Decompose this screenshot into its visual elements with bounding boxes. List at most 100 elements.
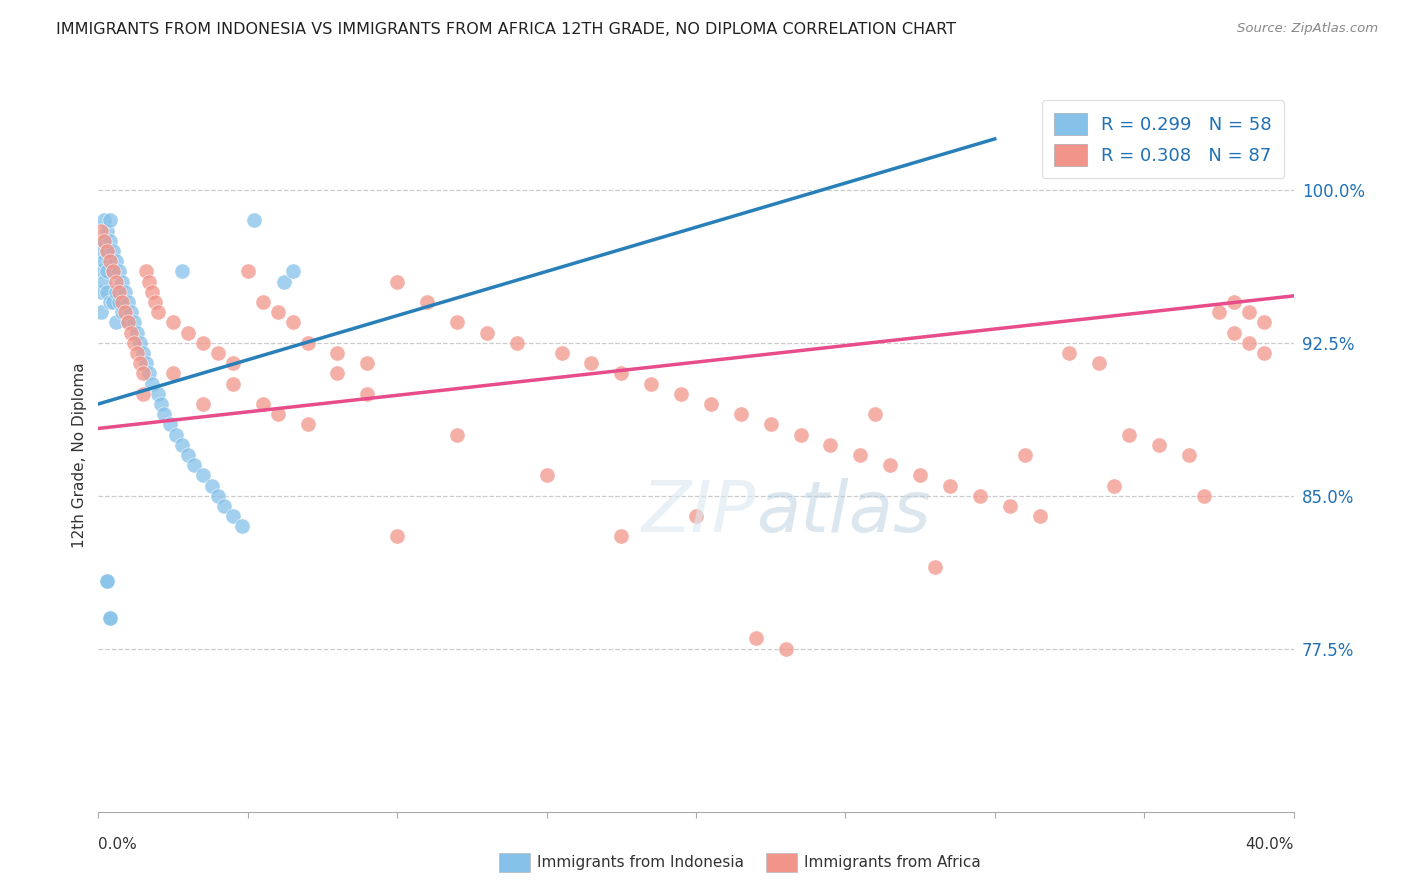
Point bbox=[96, 264, 118, 278]
Point bbox=[610, 367, 633, 381]
Point bbox=[100, 254, 122, 268]
Point bbox=[326, 367, 349, 381]
Point bbox=[506, 335, 529, 350]
Point bbox=[105, 315, 128, 329]
Point bbox=[108, 264, 131, 278]
Point bbox=[1028, 509, 1050, 524]
Point bbox=[111, 305, 134, 319]
Point bbox=[222, 376, 245, 391]
Point bbox=[132, 346, 155, 360]
Point bbox=[212, 499, 235, 513]
Point bbox=[231, 519, 253, 533]
Point bbox=[1118, 427, 1140, 442]
Point bbox=[148, 386, 170, 401]
Point bbox=[446, 427, 468, 442]
Point bbox=[90, 285, 112, 299]
Point bbox=[191, 397, 214, 411]
Point bbox=[177, 326, 200, 340]
Point bbox=[610, 529, 633, 543]
Legend: R = 0.299   N = 58, R = 0.308   N = 87: R = 0.299 N = 58, R = 0.308 N = 87 bbox=[1042, 100, 1285, 178]
Point bbox=[252, 295, 274, 310]
Point bbox=[191, 335, 214, 350]
Point bbox=[191, 468, 214, 483]
Text: 40.0%: 40.0% bbox=[1246, 837, 1294, 852]
Point bbox=[105, 285, 128, 299]
Point bbox=[267, 407, 290, 421]
Point bbox=[153, 407, 176, 421]
Point bbox=[385, 275, 409, 289]
Point bbox=[120, 305, 142, 319]
Point bbox=[730, 407, 752, 421]
Point bbox=[356, 386, 378, 401]
Text: Source: ZipAtlas.com: Source: ZipAtlas.com bbox=[1237, 22, 1378, 36]
Point bbox=[416, 295, 439, 310]
Point bbox=[908, 468, 931, 483]
Point bbox=[141, 376, 163, 391]
Text: atlas: atlas bbox=[756, 477, 931, 547]
Point bbox=[172, 264, 194, 278]
Point bbox=[93, 275, 115, 289]
Point bbox=[1088, 356, 1111, 370]
Point bbox=[96, 224, 118, 238]
Point bbox=[536, 468, 558, 483]
Point bbox=[1192, 489, 1215, 503]
Y-axis label: 12th Grade, No Diploma: 12th Grade, No Diploma bbox=[72, 362, 87, 548]
Point bbox=[103, 264, 125, 278]
Point bbox=[129, 335, 152, 350]
Point bbox=[162, 315, 184, 329]
Point bbox=[550, 346, 572, 360]
Point bbox=[222, 356, 245, 370]
Point bbox=[159, 417, 181, 432]
Point bbox=[165, 427, 187, 442]
Point bbox=[236, 264, 259, 278]
Point bbox=[685, 509, 707, 524]
Point bbox=[183, 458, 205, 472]
Text: Immigrants from Indonesia: Immigrants from Indonesia bbox=[537, 855, 744, 870]
Point bbox=[865, 407, 887, 421]
Point bbox=[132, 367, 155, 381]
Text: 0.0%: 0.0% bbox=[98, 837, 138, 852]
Point bbox=[267, 305, 290, 319]
Point bbox=[108, 285, 131, 299]
Point bbox=[326, 346, 349, 360]
Point bbox=[475, 326, 498, 340]
Point bbox=[93, 213, 115, 227]
Point bbox=[669, 386, 692, 401]
Point bbox=[93, 234, 115, 248]
Text: Immigrants from Africa: Immigrants from Africa bbox=[804, 855, 981, 870]
Point bbox=[150, 397, 173, 411]
Point bbox=[117, 315, 139, 329]
Point bbox=[111, 295, 134, 310]
Point bbox=[775, 641, 797, 656]
Point bbox=[222, 509, 245, 524]
Point bbox=[1223, 326, 1246, 340]
Point bbox=[849, 448, 872, 462]
Point bbox=[252, 397, 274, 411]
Point bbox=[108, 295, 131, 310]
Point bbox=[100, 295, 122, 310]
Point bbox=[243, 213, 266, 227]
Point bbox=[1208, 305, 1230, 319]
Point bbox=[93, 254, 115, 268]
Point bbox=[789, 427, 811, 442]
Point bbox=[207, 489, 229, 503]
Point bbox=[105, 254, 128, 268]
Point bbox=[117, 295, 139, 310]
Point bbox=[111, 275, 134, 289]
Point bbox=[96, 244, 118, 258]
Point bbox=[148, 305, 170, 319]
Point bbox=[105, 275, 128, 289]
Point bbox=[969, 489, 991, 503]
Point bbox=[138, 367, 160, 381]
Point bbox=[96, 285, 118, 299]
Point bbox=[135, 356, 157, 370]
Point bbox=[1223, 295, 1246, 310]
Point bbox=[124, 315, 146, 329]
Point bbox=[143, 295, 166, 310]
Point bbox=[127, 326, 149, 340]
Point bbox=[745, 632, 768, 646]
Point bbox=[100, 234, 122, 248]
Point bbox=[103, 264, 125, 278]
Point bbox=[273, 275, 295, 289]
Point bbox=[1104, 478, 1126, 492]
